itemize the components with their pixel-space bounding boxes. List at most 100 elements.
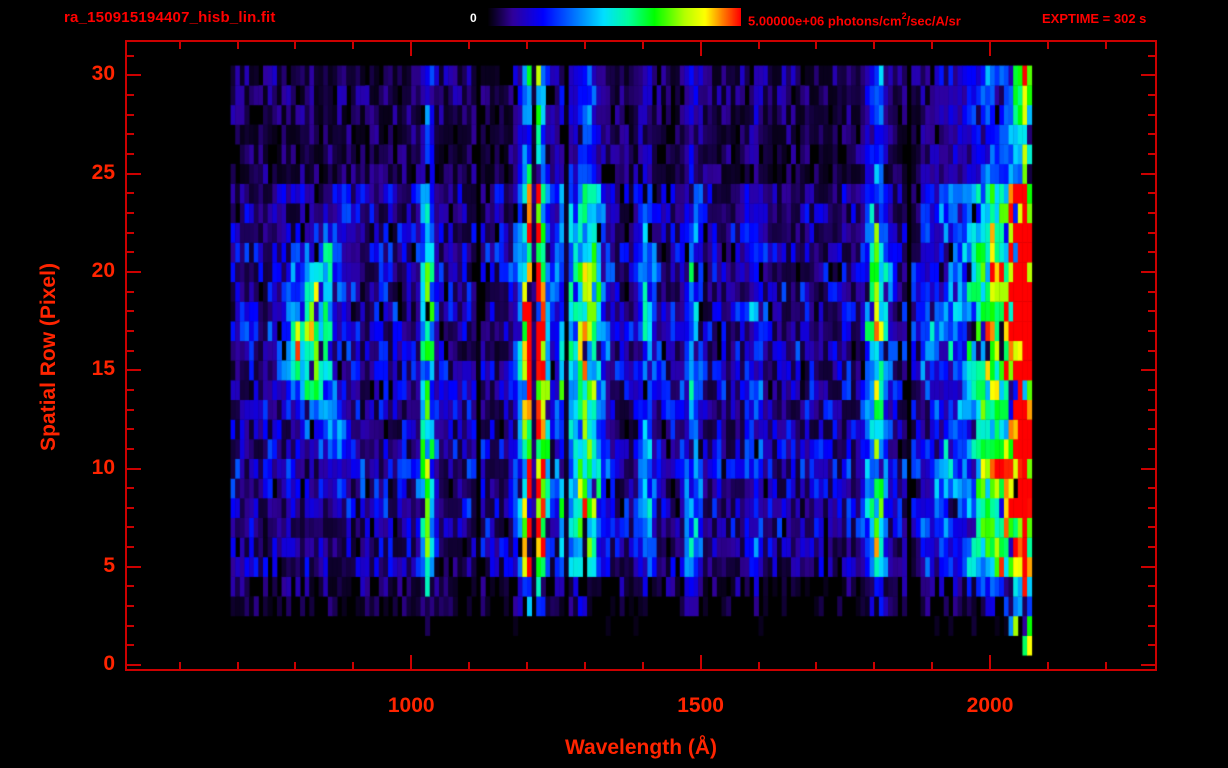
tick-mark <box>1148 448 1155 450</box>
tick-mark <box>1141 74 1155 76</box>
tick-mark <box>1148 114 1155 116</box>
tick-mark <box>127 232 134 234</box>
tick-mark <box>127 605 134 607</box>
tick-mark <box>1141 173 1155 175</box>
tick-mark <box>410 42 412 56</box>
tick-mark <box>237 662 239 669</box>
tick-mark <box>1105 42 1107 49</box>
tick-mark <box>1047 42 1049 49</box>
tick-mark <box>1141 566 1155 568</box>
tick-mark <box>1148 507 1155 509</box>
tick-mark <box>127 350 134 352</box>
tick-mark <box>931 662 933 669</box>
tick-mark <box>1148 585 1155 587</box>
tick-mark <box>989 42 991 56</box>
tick-mark <box>815 662 817 669</box>
x-tick-label: 1000 <box>387 694 435 717</box>
tick-mark <box>127 625 134 627</box>
tick-mark <box>815 42 817 49</box>
tick-mark <box>1148 251 1155 253</box>
y-axis-title: Spatial Row (Pixel) <box>37 263 60 451</box>
tick-mark <box>294 662 296 669</box>
tick-mark <box>127 409 134 411</box>
tick-mark <box>127 251 134 253</box>
tick-mark <box>1148 644 1155 646</box>
tick-mark <box>642 662 644 669</box>
tick-mark <box>1047 662 1049 669</box>
tick-mark <box>127 369 141 371</box>
y-tick-label: 0 <box>103 652 115 676</box>
tick-mark <box>1141 271 1155 273</box>
tick-mark <box>127 507 134 509</box>
tick-mark <box>127 330 134 332</box>
tick-mark <box>127 428 134 430</box>
tick-mark <box>873 662 875 669</box>
tick-mark <box>758 662 760 669</box>
tick-mark <box>1141 468 1155 470</box>
tick-mark <box>1148 487 1155 489</box>
tick-mark <box>294 42 296 49</box>
tick-mark <box>758 42 760 49</box>
tick-mark <box>1141 664 1155 666</box>
tick-mark <box>127 153 134 155</box>
tick-mark <box>700 42 702 56</box>
tick-mark <box>1148 546 1155 548</box>
tick-mark <box>1148 291 1155 293</box>
tick-mark <box>352 42 354 49</box>
tick-mark <box>1148 428 1155 430</box>
tick-mark <box>468 662 470 669</box>
tick-mark <box>468 42 470 49</box>
tick-mark <box>1148 310 1155 312</box>
tick-mark <box>127 55 134 57</box>
axis-box <box>125 40 1157 671</box>
tick-mark <box>1148 212 1155 214</box>
tick-mark <box>1148 350 1155 352</box>
tick-mark <box>127 310 134 312</box>
tick-mark <box>1148 232 1155 234</box>
tick-mark <box>1148 409 1155 411</box>
tick-mark <box>127 468 141 470</box>
tick-mark <box>127 291 134 293</box>
tick-mark <box>352 662 354 669</box>
tick-mark <box>127 585 134 587</box>
tick-mark <box>700 655 702 669</box>
tick-mark <box>1148 133 1155 135</box>
tick-mark <box>1148 192 1155 194</box>
tick-mark <box>526 42 528 49</box>
tick-mark <box>642 42 644 49</box>
tick-mark <box>127 133 134 135</box>
tick-mark <box>873 42 875 49</box>
tick-mark <box>1148 153 1155 155</box>
tick-mark <box>127 192 134 194</box>
tick-mark <box>410 655 412 669</box>
y-tick-label: 20 <box>91 258 115 282</box>
tick-mark <box>127 566 141 568</box>
tick-mark <box>1148 625 1155 627</box>
tick-mark <box>127 664 141 666</box>
tick-mark <box>1148 330 1155 332</box>
tick-mark <box>1148 55 1155 57</box>
x-axis-title: Wavelength (Å) <box>564 736 718 759</box>
tick-mark <box>179 662 181 669</box>
tick-mark <box>127 94 134 96</box>
tick-mark <box>127 526 134 528</box>
x-tick-label: 2000 <box>966 694 1014 717</box>
tick-mark <box>1148 94 1155 96</box>
tick-mark <box>237 42 239 49</box>
tick-mark <box>127 271 141 273</box>
tick-mark <box>526 662 528 669</box>
tick-mark <box>1148 605 1155 607</box>
y-tick-label: 25 <box>91 160 115 184</box>
tick-mark <box>1105 662 1107 669</box>
tick-mark <box>931 42 933 49</box>
tick-mark <box>1148 526 1155 528</box>
tick-mark <box>989 655 991 669</box>
y-tick-label: 30 <box>91 62 115 86</box>
tick-mark <box>127 487 134 489</box>
tick-mark <box>127 546 134 548</box>
tick-mark <box>127 212 134 214</box>
tick-mark <box>1141 369 1155 371</box>
tick-mark <box>179 42 181 49</box>
